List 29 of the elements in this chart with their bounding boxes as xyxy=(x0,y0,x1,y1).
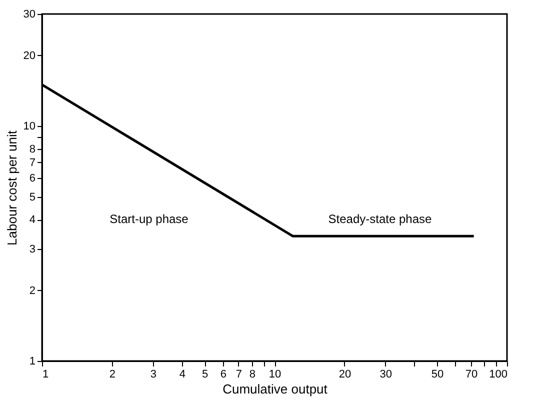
y-tick-label: 5 xyxy=(29,191,36,204)
y-tick-label: 3 xyxy=(29,243,36,256)
annotation: Steady-state phase xyxy=(328,212,432,226)
y-tick-label: 2 xyxy=(29,284,36,297)
y-tick-label: 4 xyxy=(29,214,36,226)
y-tick-label: 7 xyxy=(29,156,36,169)
x-tick-label: 8 xyxy=(249,368,256,380)
x-axis-title: Cumulative output xyxy=(222,382,328,396)
x-tick-label: 100 xyxy=(489,368,508,380)
x-tick-label: 7 xyxy=(236,368,242,380)
x-tick-label: 70 xyxy=(465,368,478,380)
x-tick-label: 2 xyxy=(109,368,116,380)
y-tick-label: 6 xyxy=(29,172,36,185)
x-tick-label: 4 xyxy=(179,368,186,380)
x-tick-label: 6 xyxy=(220,368,226,380)
y-tick-label: 1 xyxy=(29,356,36,368)
y-tick-label: 10 xyxy=(23,120,36,133)
x-tick-label: 30 xyxy=(380,368,392,380)
x-tick-label: 50 xyxy=(431,368,444,380)
x-tick-label: 3 xyxy=(150,368,156,380)
y-tick-label: 8 xyxy=(29,143,36,156)
y-tick-label: 30 xyxy=(23,8,36,20)
x-tick-label: 10 xyxy=(268,368,282,380)
y-tick-label: 20 xyxy=(23,50,36,62)
x-tick-label: 20 xyxy=(338,368,352,380)
y-axis-title: Labour cost per unit xyxy=(4,130,20,246)
annotation: Start-up phase xyxy=(110,212,189,226)
x-tick-label: 5 xyxy=(202,368,208,380)
x-tick-label: 1 xyxy=(42,368,49,380)
